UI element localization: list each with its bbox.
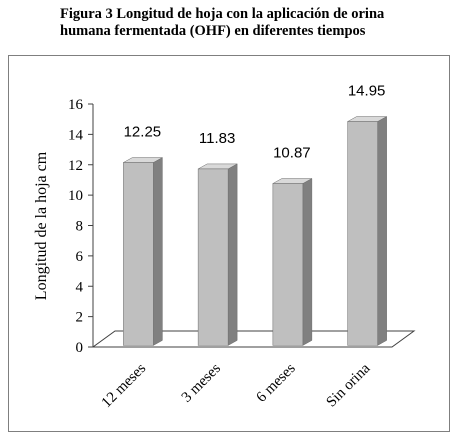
bar-side — [153, 157, 163, 346]
x-tick-label: Sin orina — [324, 360, 374, 410]
bar — [271, 178, 313, 346]
y-tick-label: 0 — [76, 340, 84, 356]
data-label: 10.87 — [273, 145, 311, 162]
y-tick-label: 8 — [76, 219, 84, 235]
bar-front — [347, 121, 378, 346]
x-tick-label: 3 meses — [179, 360, 224, 405]
data-label: 14.95 — [348, 83, 386, 100]
y-tick-label: 6 — [76, 249, 84, 265]
bar — [122, 157, 164, 346]
y-tick-label: 14 — [68, 127, 84, 143]
y-axis-label: Longitud de la hoja cm — [33, 151, 50, 300]
bar-front — [272, 183, 304, 346]
data-label: 12.25 — [124, 124, 162, 141]
bar-side — [227, 163, 238, 346]
bar-front — [123, 162, 154, 346]
caption-line-2: humana fermentada (OHF) en diferentes ti… — [60, 23, 366, 39]
bar-front — [197, 168, 229, 346]
bar — [346, 116, 388, 346]
data-label: 11.83 — [199, 130, 235, 147]
x-tick-label: 6 meses — [254, 360, 299, 405]
figure-caption: Figura 3 Longitud de hoja con la aplicac… — [60, 6, 460, 40]
bar-side — [377, 116, 387, 346]
y-tick-label: 4 — [76, 279, 84, 295]
y-tick-label: 16 — [68, 97, 84, 113]
bar-side — [302, 178, 313, 346]
axis-layer: 0 2 4 6 8 10 12 14 16 — [68, 97, 416, 356]
bar — [197, 163, 239, 346]
y-tick-label: 2 — [76, 310, 84, 326]
chart-frame — [8, 55, 450, 432]
y-tick-label: 12 — [68, 158, 83, 174]
bars-layer — [122, 116, 388, 346]
y-tick-label: 10 — [68, 188, 83, 204]
chart-floor — [91, 330, 416, 348]
caption-line-1: Figura 3 Longitud de hoja con la aplicac… — [60, 6, 385, 22]
x-tick-label: 12 meses — [99, 360, 150, 411]
